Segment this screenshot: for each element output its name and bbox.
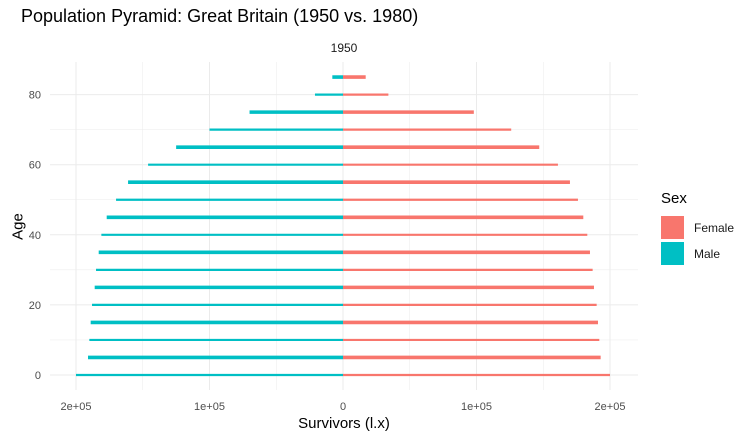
x-tick-label: 0 <box>340 401 346 413</box>
y-tick-label: 80 <box>29 90 41 102</box>
x-tick-label: 1e+05 <box>461 401 492 413</box>
legend-title: Sex <box>661 190 687 207</box>
x-tick-label: 2e+05 <box>595 401 626 413</box>
y-axis-label: Age <box>9 213 27 240</box>
x-tick-label: 1e+05 <box>194 401 225 413</box>
x-tick-label: 2e+05 <box>61 401 92 413</box>
legend-item-male: Male <box>661 241 734 266</box>
legend-label-male: Male <box>694 246 721 261</box>
legend-item-female: Female <box>661 215 734 240</box>
x-axis-label: Survivors (l.x) <box>298 415 390 432</box>
legend-label-female: Female <box>694 220 735 235</box>
legend: Sex Female Male <box>661 190 734 267</box>
y-tick-label: 60 <box>29 160 41 172</box>
legend-key-female <box>661 216 684 239</box>
y-tick-label: 20 <box>29 300 41 312</box>
facet-label: 1950 <box>330 41 358 55</box>
y-tick-label: 40 <box>29 230 41 242</box>
y-tick-label: 0 <box>35 370 41 382</box>
chart-title: Population Pyramid: Great Britain (1950 … <box>21 6 419 26</box>
legend-key-male <box>661 242 684 265</box>
